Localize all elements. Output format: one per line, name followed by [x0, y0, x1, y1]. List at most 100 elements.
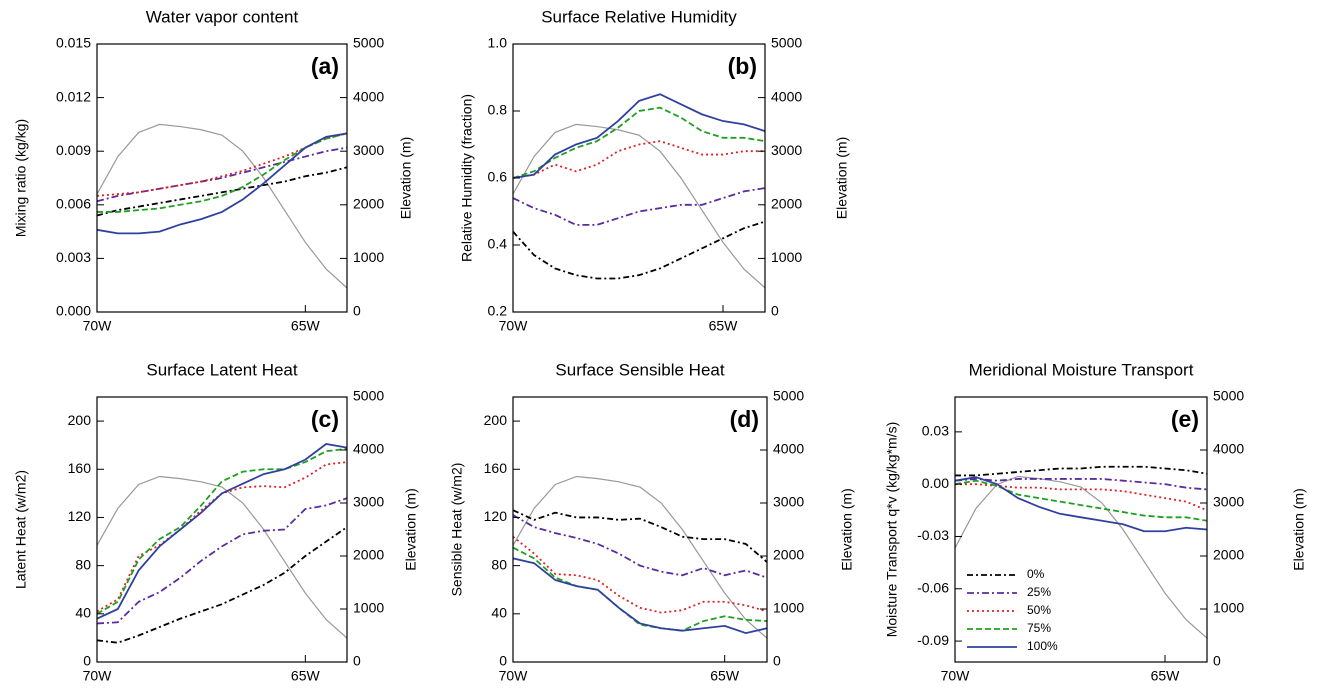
series-line [512, 187, 766, 226]
x-tick-label: 65W [709, 318, 739, 334]
series-line [512, 514, 768, 579]
y2-tick-label: 1000 [771, 249, 802, 265]
y-tick-label: 200 [484, 412, 508, 428]
series-line [954, 476, 1208, 533]
series-line [96, 526, 348, 644]
y-tick-label: 0.6 [488, 169, 508, 185]
y2-axis-label: Elevation (m) [1291, 488, 1307, 570]
y-tick-label: 1.0 [488, 35, 508, 51]
chart-title: Surface Sensible Heat [555, 360, 724, 379]
x-tick-label: 65W [710, 668, 740, 684]
chart-title: Water vapor content [146, 7, 299, 26]
series-line [512, 106, 766, 179]
plot-frame [96, 43, 348, 313]
y-tick-label: 0.006 [56, 196, 91, 212]
series-line [512, 536, 768, 614]
y-tick-label: 0.003 [56, 249, 91, 265]
plot-frame [512, 43, 766, 313]
elevation-line [954, 475, 1208, 639]
chart-title: Meridional Moisture Transport [969, 360, 1194, 379]
series-line [512, 220, 766, 280]
y2-tick-label: 5000 [1213, 388, 1244, 404]
y-tick-label: 0 [83, 653, 91, 669]
panel-label: (e) [1171, 406, 1199, 432]
y2-tick-label: 1000 [1213, 600, 1244, 616]
series-line [96, 461, 348, 613]
y-tick-label: 40 [491, 605, 507, 621]
elevation-line [96, 123, 348, 289]
x-tick-label: 70W [499, 668, 529, 684]
y2-tick-label: 3000 [353, 142, 384, 158]
x-tick-label: 70W [83, 318, 113, 334]
chart-title: Surface Latent Heat [146, 360, 297, 379]
y2-axis-label: Elevation (m) [403, 488, 419, 570]
y2-axis-label: Elevation (m) [398, 137, 414, 219]
y-tick-label: 120 [484, 508, 508, 524]
y-tick-label: 0.009 [56, 142, 91, 158]
series-line [512, 546, 768, 632]
legend-label: 25% [1027, 585, 1051, 599]
series-line [96, 132, 348, 197]
plot-frame [512, 396, 768, 663]
y-tick-label: 0.015 [56, 35, 91, 51]
y-axis-label: Sensible Heat (w/m2) [449, 463, 465, 597]
y-tick-label: 0.4 [488, 236, 508, 252]
series-line [96, 166, 348, 217]
legend-label: 100% [1027, 639, 1058, 653]
y2-tick-label: 0 [773, 653, 781, 669]
y2-tick-label: 5000 [771, 35, 802, 51]
y2-tick-label: 2000 [773, 547, 804, 563]
y2-tick-label: 4000 [773, 441, 804, 457]
x-tick-label: 65W [1151, 668, 1181, 684]
y-axis-label: Mixing ratio (kg/kg) [13, 119, 29, 237]
y2-tick-label: 3000 [1213, 494, 1244, 510]
panel-label: (c) [311, 406, 339, 432]
y-tick-label: 200 [68, 412, 92, 428]
y-tick-label: 160 [484, 460, 508, 476]
plot-frame [96, 396, 348, 663]
y-tick-label: 160 [68, 460, 92, 476]
y2-tick-label: 2000 [1213, 547, 1244, 563]
y2-tick-label: 4000 [353, 441, 384, 457]
series-line [955, 483, 1208, 512]
series-line [512, 93, 766, 179]
y2-tick-label: 2000 [353, 547, 384, 563]
series-line [954, 479, 1208, 522]
y-axis-label: Latent Heat (w/m2) [13, 470, 29, 589]
legend-label: 0% [1027, 567, 1045, 581]
y2-tick-label: 1000 [353, 600, 384, 616]
panel-label: (d) [730, 406, 759, 432]
elevation-line [512, 475, 768, 639]
y2-axis-label: Elevation (m) [834, 137, 850, 219]
series-line [96, 443, 348, 620]
y2-tick-label: 3000 [771, 142, 802, 158]
y2-tick-label: 0 [353, 653, 361, 669]
y-tick-label: 80 [75, 556, 91, 572]
series-line [96, 146, 348, 203]
series-line [954, 478, 1208, 491]
y-tick-label: 120 [68, 508, 92, 524]
legend-label: 75% [1027, 621, 1051, 635]
series-line [96, 497, 348, 625]
y2-tick-label: 2000 [771, 196, 802, 212]
x-tick-label: 70W [941, 668, 971, 684]
series-line [512, 557, 768, 635]
y2-axis-label: Elevation (m) [839, 488, 855, 570]
chart-title: Surface Relative Humidity [541, 7, 737, 26]
y-tick-label: 0.2 [488, 303, 508, 319]
elevation-line [96, 475, 348, 639]
series-line [512, 140, 765, 179]
y-tick-label: -0.03 [917, 527, 949, 543]
x-tick-label: 70W [499, 318, 529, 334]
y2-tick-label: 1000 [353, 249, 384, 265]
y-tick-label: 0.8 [488, 102, 508, 118]
y2-tick-label: 4000 [353, 88, 384, 104]
x-tick-label: 65W [291, 318, 321, 334]
y-tick-label: -0.09 [917, 632, 949, 648]
y2-tick-label: 5000 [353, 388, 384, 404]
legend-label: 50% [1027, 603, 1051, 617]
y2-tick-label: 4000 [771, 88, 802, 104]
y2-tick-label: 0 [353, 303, 361, 319]
series-line [955, 465, 1208, 477]
